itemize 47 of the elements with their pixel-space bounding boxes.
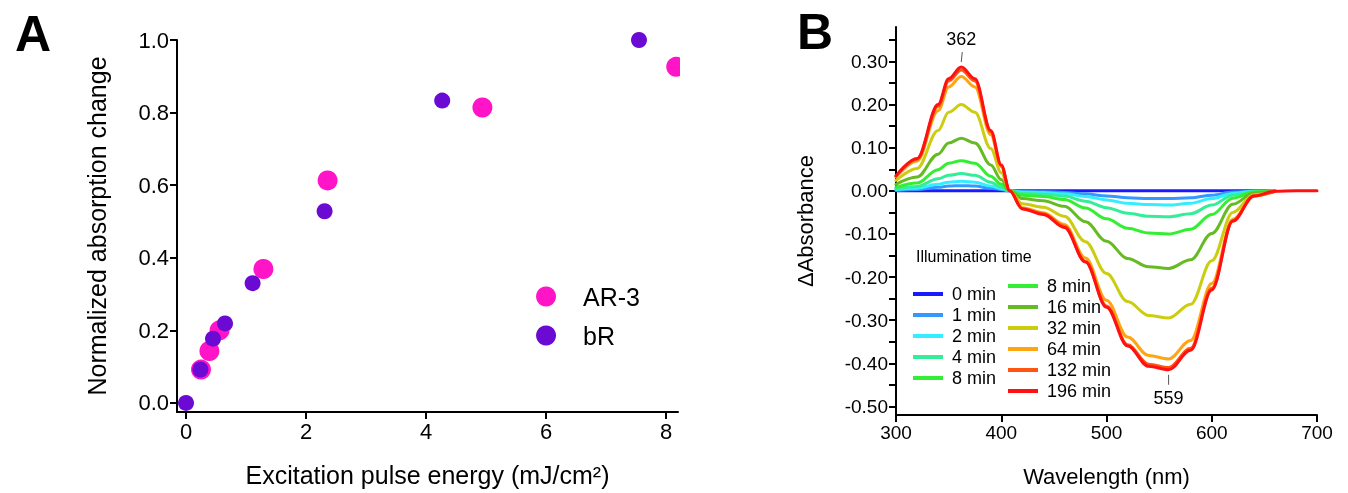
y-tick-label: 0.0 (138, 390, 169, 416)
x-tick-label: 300 (880, 422, 912, 443)
x-tick-label: 0 (179, 418, 193, 444)
legend-label: 1 min (952, 305, 997, 325)
chart-title: A (15, 6, 52, 62)
legend-label: bR (583, 321, 616, 350)
legend-label: 64 min (1047, 339, 1102, 359)
legend-label: 132 min (1047, 360, 1112, 380)
legend-label: 8 min (952, 368, 997, 388)
legend-label: 16 min (1047, 297, 1102, 317)
y-axis-title: Normalized absorption change (82, 56, 111, 396)
chart-title: B (797, 4, 834, 60)
y-tick-label: 0.20 (851, 94, 888, 116)
legend-label: 4 min (952, 347, 997, 367)
x-tick-label: 700 (1301, 422, 1333, 443)
x-tick-label: 500 (1090, 422, 1123, 443)
y-tick-label: -0.10 (844, 223, 888, 245)
y-tick-label: 0.4 (138, 245, 169, 271)
y-tick-label: 0.30 (851, 50, 888, 72)
y-tick-label: -0.50 (844, 395, 888, 417)
legend-label: AR-3 (583, 282, 641, 311)
x-tick-label: 2 (299, 418, 313, 444)
x-tick-label: 6 (539, 418, 553, 444)
x-tick-label: 8 (659, 418, 673, 444)
y-tick-label: -0.40 (844, 352, 888, 374)
y-tick-label: -0.20 (844, 266, 888, 288)
x-tick-label: 600 (1195, 422, 1228, 443)
legend-label: 196 min (1047, 381, 1112, 401)
x-tick-label: 4 (419, 418, 433, 444)
y-tick-label: 0.8 (138, 100, 169, 126)
legend-label: 2 min (952, 326, 997, 346)
y-tick-label: 0.6 (138, 172, 169, 198)
legend-label: 0 min (952, 284, 997, 304)
annotation: 559 (1153, 387, 1184, 408)
x-axis-title: Excitation pulse energy (mJ/cm²) (245, 460, 610, 489)
legend-title: Illumination time (916, 247, 1032, 265)
x-axis-title: Wavelength (nm) (1023, 463, 1190, 489)
y-tick-label: -0.30 (844, 309, 888, 331)
y-tick-label: 0.10 (851, 137, 888, 159)
annotation: 362 (946, 29, 977, 50)
legend-label: 8 min (1047, 276, 1092, 296)
y-tick-label: 0.2 (138, 317, 169, 343)
x-tick-label: 400 (985, 422, 1018, 443)
y-tick-label: 1.0 (138, 27, 169, 53)
y-axis-title: ΔAbsorbance (792, 154, 818, 288)
legend-label: 32 min (1047, 318, 1102, 338)
y-tick-label: 0.00 (851, 180, 888, 202)
